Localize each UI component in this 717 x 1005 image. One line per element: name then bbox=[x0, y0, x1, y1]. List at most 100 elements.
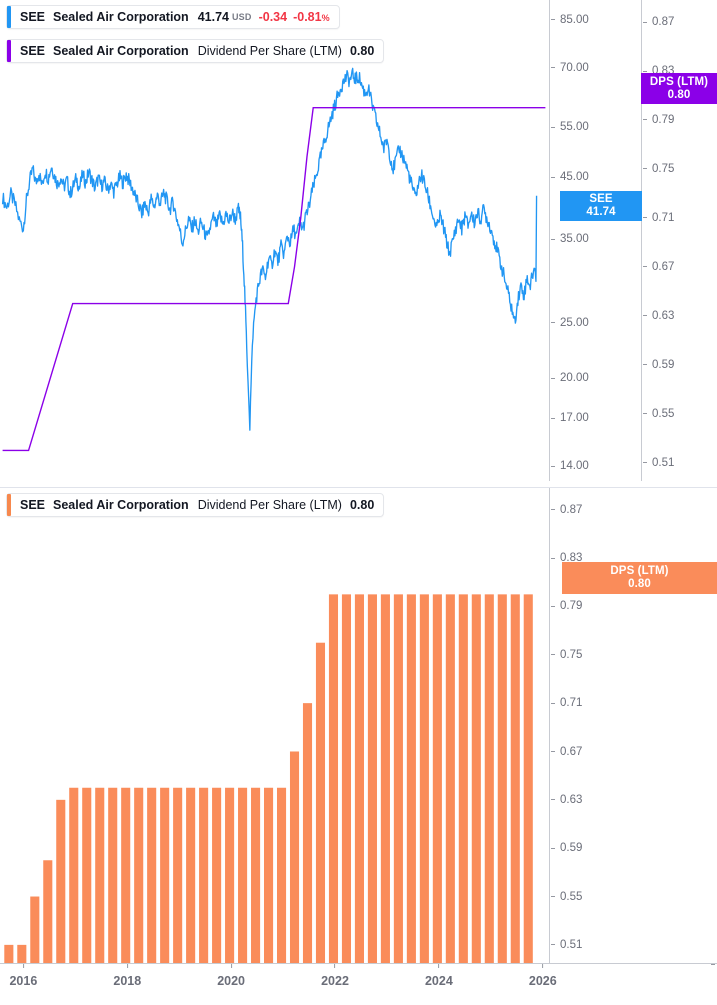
dps-bar[interactable] bbox=[121, 788, 130, 963]
dps-axis-top-tick-label: 0.87 bbox=[652, 16, 674, 28]
legend-dps-top[interactable]: SEE Sealed Air Corporation Dividend Per … bbox=[6, 39, 384, 63]
legend-dps-bottom-ticker: SEE bbox=[20, 498, 45, 512]
price-axis-tick: 70.00 bbox=[550, 61, 589, 75]
dps-axis-bottom-tick-mark bbox=[551, 799, 555, 800]
dps-bar[interactable] bbox=[238, 788, 247, 963]
x-axis-tick-mark bbox=[542, 964, 543, 968]
dps-bar[interactable] bbox=[472, 594, 481, 963]
dps-axis-top-tick: 0.51 bbox=[642, 456, 674, 470]
dps-bar[interactable] bbox=[368, 594, 377, 963]
price-axis-tick: 45.00 bbox=[550, 170, 589, 184]
price-axis-tick-label: 35.00 bbox=[560, 233, 589, 245]
price-axis-tick-mark bbox=[551, 466, 555, 467]
dps-bar[interactable] bbox=[69, 788, 78, 963]
dps-axis-bottom-tick-label: 0.55 bbox=[560, 891, 582, 903]
dps-bar[interactable] bbox=[381, 594, 390, 963]
dps-bar[interactable] bbox=[147, 788, 156, 963]
dps-bar[interactable] bbox=[264, 788, 273, 963]
dps-axis-bottom-tick-mark bbox=[551, 509, 555, 510]
dps-bar[interactable] bbox=[95, 788, 104, 963]
price-axis-tick-label: 25.00 bbox=[560, 317, 589, 329]
legend-price-swatch bbox=[7, 6, 11, 28]
dps-bar[interactable] bbox=[316, 643, 325, 963]
dps-badge-bottom[interactable]: DPS (LTM) 0.80 bbox=[562, 562, 717, 594]
dps-axis-bottom-tick: 0.63 bbox=[550, 793, 582, 807]
price-axis[interactable]: 85.0070.0055.0045.0035.0025.0020.0017.00… bbox=[549, 0, 641, 481]
dps-bar[interactable] bbox=[407, 594, 416, 963]
dps-bar[interactable] bbox=[394, 594, 403, 963]
dps-bar[interactable] bbox=[199, 788, 208, 963]
dps-axis-top-tick-mark bbox=[643, 266, 647, 267]
dps-axis-bottom-tick-label: 0.59 bbox=[560, 842, 582, 854]
dps-bar[interactable] bbox=[459, 594, 468, 963]
dps-bar[interactable] bbox=[342, 594, 351, 963]
price-axis-tick-mark bbox=[551, 378, 555, 379]
dps-bar[interactable] bbox=[82, 788, 91, 963]
dps-bar[interactable] bbox=[108, 788, 117, 963]
dps-axis-top-tick-mark bbox=[643, 168, 647, 169]
dps-bar[interactable] bbox=[4, 945, 13, 963]
dps-bar[interactable] bbox=[303, 703, 312, 963]
x-axis-tick: 2018 bbox=[113, 964, 141, 988]
dps-axis-bottom-tick: 0.79 bbox=[550, 599, 582, 613]
dps-bar[interactable] bbox=[277, 788, 286, 963]
dps-axis-top-tick-label: 0.63 bbox=[652, 310, 674, 322]
price-axis-tick-label: 55.00 bbox=[560, 121, 589, 133]
dps-axis-top-tick-label: 0.67 bbox=[652, 261, 674, 273]
legend-dps-bottom-metric: Dividend Per Share (LTM) bbox=[198, 498, 342, 512]
dps-axis-top-tick-mark bbox=[643, 364, 647, 365]
x-axis-tick-label: 2016 bbox=[9, 974, 37, 988]
dps-axis-top-tick: 0.75 bbox=[642, 162, 674, 176]
chart-page: SEE Sealed Air Corporation 41.74 USD -0.… bbox=[0, 0, 717, 1005]
dps-bar[interactable] bbox=[43, 860, 52, 963]
legend-dps-bottom[interactable]: SEE Sealed Air Corporation Dividend Per … bbox=[6, 493, 384, 517]
dps-bar[interactable] bbox=[17, 945, 26, 963]
x-axis-tick-label: 2022 bbox=[321, 974, 349, 988]
dps-plot-svg bbox=[0, 488, 548, 963]
legend-price[interactable]: SEE Sealed Air Corporation 41.74 USD -0.… bbox=[6, 5, 340, 29]
dps-bar[interactable] bbox=[251, 788, 260, 963]
dps-bar[interactable] bbox=[355, 594, 364, 963]
x-axis-tick-mark bbox=[231, 964, 232, 968]
dps-axis-top-tick-mark bbox=[643, 315, 647, 316]
dps-bar[interactable] bbox=[433, 594, 442, 963]
dps-bar[interactable] bbox=[524, 594, 533, 963]
x-axis-tick: 2016 bbox=[9, 964, 37, 988]
dps-axis-top-tick-label: 0.79 bbox=[652, 114, 674, 126]
dps-axis-bottom-tick-mark bbox=[551, 751, 555, 752]
dps-bar[interactable] bbox=[446, 594, 455, 963]
price-axis-tick-mark bbox=[551, 127, 555, 128]
price-badge-line2: 41.74 bbox=[586, 206, 615, 219]
dps-axis-top-tick-mark bbox=[643, 413, 647, 414]
x-axis-tick-mark bbox=[127, 964, 128, 968]
price-axis-tick: 14.00 bbox=[550, 459, 589, 473]
dps-bar[interactable] bbox=[56, 800, 65, 963]
dps-bar[interactable] bbox=[498, 594, 507, 963]
dps-bar[interactable] bbox=[212, 788, 221, 963]
dps-axis-bottom-tick: 0.75 bbox=[550, 648, 582, 662]
dps-bar[interactable] bbox=[511, 594, 520, 963]
legend-price-value: 41.74 bbox=[198, 10, 229, 24]
legend-dps-top-ticker: SEE bbox=[20, 44, 45, 58]
price-axis-tick-label: 70.00 bbox=[560, 62, 589, 74]
x-axis[interactable]: 201620182020202220242026 bbox=[0, 963, 717, 1005]
price-badge-line1: SEE bbox=[589, 193, 612, 206]
dps-axis-bottom-tick: 0.87 bbox=[550, 503, 582, 517]
dps-bar[interactable] bbox=[290, 751, 299, 963]
dps-axis-top-tick: 0.79 bbox=[642, 113, 674, 127]
dps-bar[interactable] bbox=[186, 788, 195, 963]
dps-badge-top[interactable]: DPS (LTM) 0.80 bbox=[641, 73, 717, 104]
dps-bar[interactable] bbox=[30, 897, 39, 963]
x-axis-tick-label: 2020 bbox=[217, 974, 245, 988]
price-badge[interactable]: SEE 41.74 bbox=[560, 191, 642, 221]
dps-badge-top-line1: DPS (LTM) bbox=[650, 76, 708, 89]
dps-bar[interactable] bbox=[225, 788, 234, 963]
dps-bar[interactable] bbox=[329, 594, 338, 963]
dps-axis-bottom[interactable]: 0.870.830.790.750.710.670.630.590.550.51 bbox=[549, 488, 717, 963]
dps-bar[interactable] bbox=[134, 788, 143, 963]
dps-bar[interactable] bbox=[485, 594, 494, 963]
dps-bar[interactable] bbox=[420, 594, 429, 963]
dps-bar[interactable] bbox=[160, 788, 169, 963]
x-axis-tick-mark bbox=[335, 964, 336, 968]
dps-bar[interactable] bbox=[173, 788, 182, 963]
